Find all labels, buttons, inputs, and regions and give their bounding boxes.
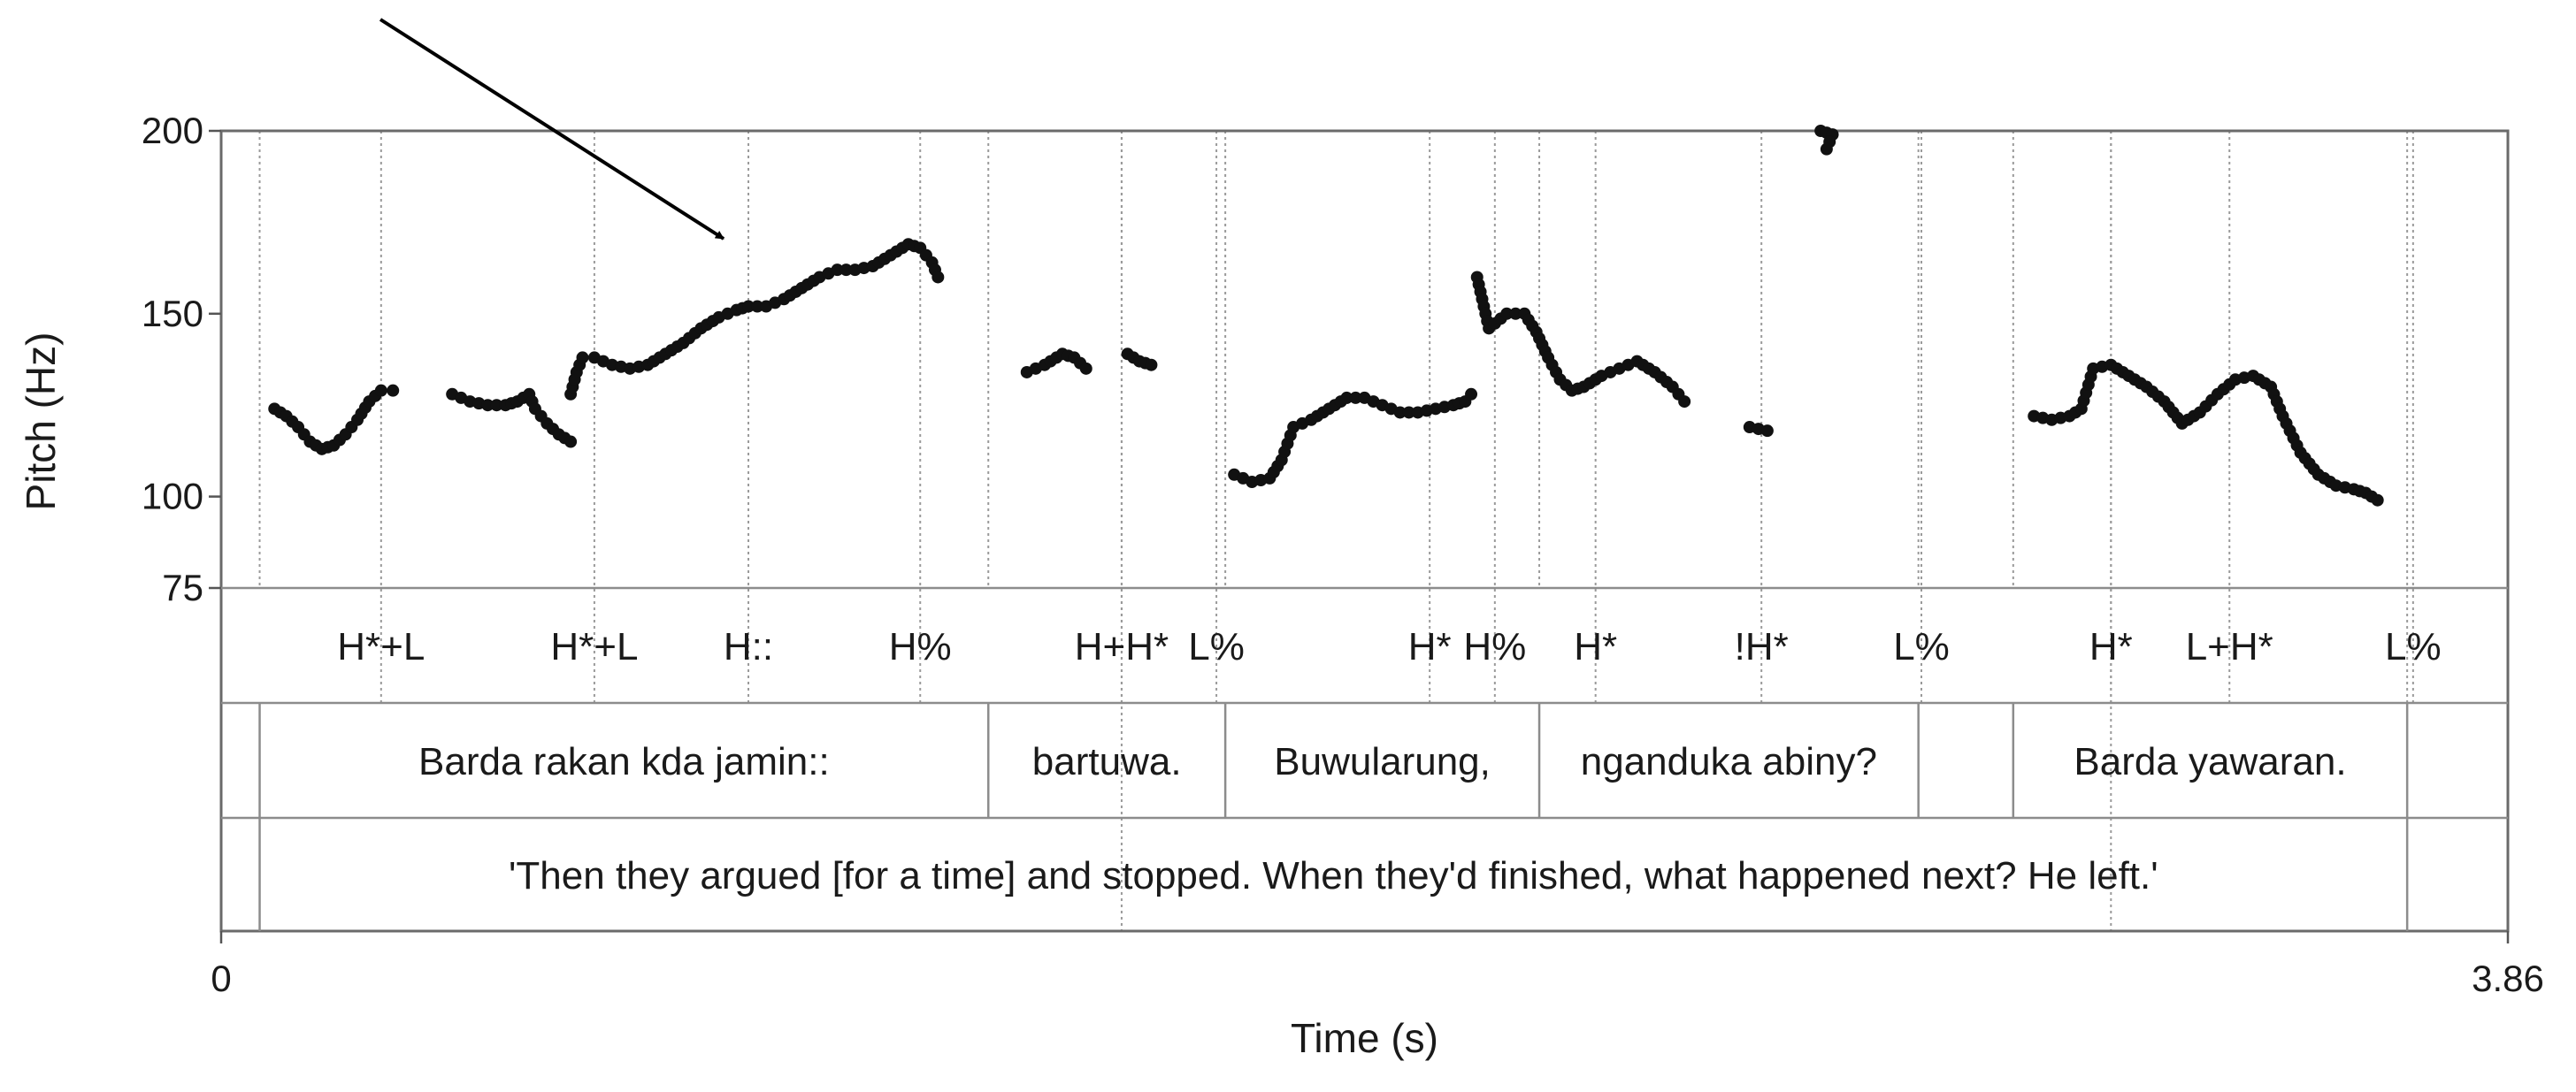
tone-tier: H*+L H*+L H:: H% H+H* L% H* H% H* !H* L% H* L+H* L% [337, 625, 2441, 668]
word-tier: Barda rakan kda jamin:: bartuwa. Buwularun… [418, 740, 2347, 783]
tone-label: L% [1188, 625, 1245, 668]
word-label: bartuwa. [1032, 740, 1182, 783]
x-axis-title: Time (s) [1291, 1015, 1438, 1061]
pitch-point [1349, 391, 1362, 404]
tone-label: H* [1574, 625, 1617, 668]
tone-label: H% [889, 625, 952, 668]
axis-ticks: 200 150 100 75 0 3.86 [142, 110, 2544, 999]
plot-frame [219, 129, 2510, 933]
pitch-point [1509, 307, 1522, 320]
pitch-point [1079, 362, 1092, 375]
pitch-point [840, 263, 853, 277]
tone-label: !H* [1735, 625, 1789, 668]
pitch-point [932, 271, 945, 284]
tone-label: H% [1463, 625, 1526, 668]
pitch-point [490, 399, 503, 412]
pitch-point [1145, 358, 1158, 371]
tone-label: H+H* [1075, 625, 1169, 668]
outer-frame [219, 129, 2510, 933]
word-label: nganduka abiny? [1581, 740, 1877, 783]
pitch-point [2371, 493, 2384, 507]
pitch-point [1678, 395, 1691, 409]
gloss-tier: 'Then they argued [for a time] and stopp… [509, 854, 2158, 897]
annotation-arrow [379, 18, 725, 241]
pitch-point [1760, 424, 1774, 438]
pitch-point [1340, 391, 1353, 404]
y-tick-label: 200 [142, 110, 203, 151]
pitch-point [1402, 406, 1415, 419]
pitch-point [742, 300, 755, 313]
pitch-point [387, 384, 400, 397]
y-tick-label: 100 [142, 476, 203, 517]
tone-label: L% [1893, 625, 1950, 668]
tone-label: H* [1408, 625, 1452, 668]
pitch-point [374, 384, 387, 397]
pitch-point [1500, 307, 1514, 320]
pitch-point [576, 351, 589, 364]
pitch-point [1393, 406, 1407, 419]
word-label: Barda yawaran. [2074, 740, 2346, 783]
pitch-point [481, 399, 494, 412]
pitch-point [564, 435, 578, 448]
tone-label: H* [2089, 625, 2133, 668]
tone-label: L+H* [2186, 625, 2273, 668]
y-tick-label: 150 [142, 293, 203, 334]
word-label: Barda rakan kda jamin:: [418, 740, 830, 783]
tone-label: H*+L [550, 625, 638, 668]
pitch-points [268, 125, 2384, 507]
gridlines [258, 131, 2414, 931]
gloss-label: 'Then they argued [for a time] and stopp… [509, 854, 2158, 897]
pitch-point [751, 300, 764, 313]
pitch-point [1820, 142, 1833, 156]
pitch-point [831, 263, 844, 277]
x-tick-label: 3.86 [2472, 958, 2544, 999]
tone-label: H*+L [337, 625, 425, 668]
x-tick-label: 0 [211, 958, 231, 999]
y-tick-label: 75 [162, 567, 203, 608]
tone-label: H:: [724, 625, 773, 668]
tone-label: L% [2385, 625, 2442, 668]
word-label: Buwularung, [1274, 740, 1491, 783]
y-axis-title: Pitch (Hz) [18, 332, 64, 511]
pitch-point [1465, 387, 1478, 401]
